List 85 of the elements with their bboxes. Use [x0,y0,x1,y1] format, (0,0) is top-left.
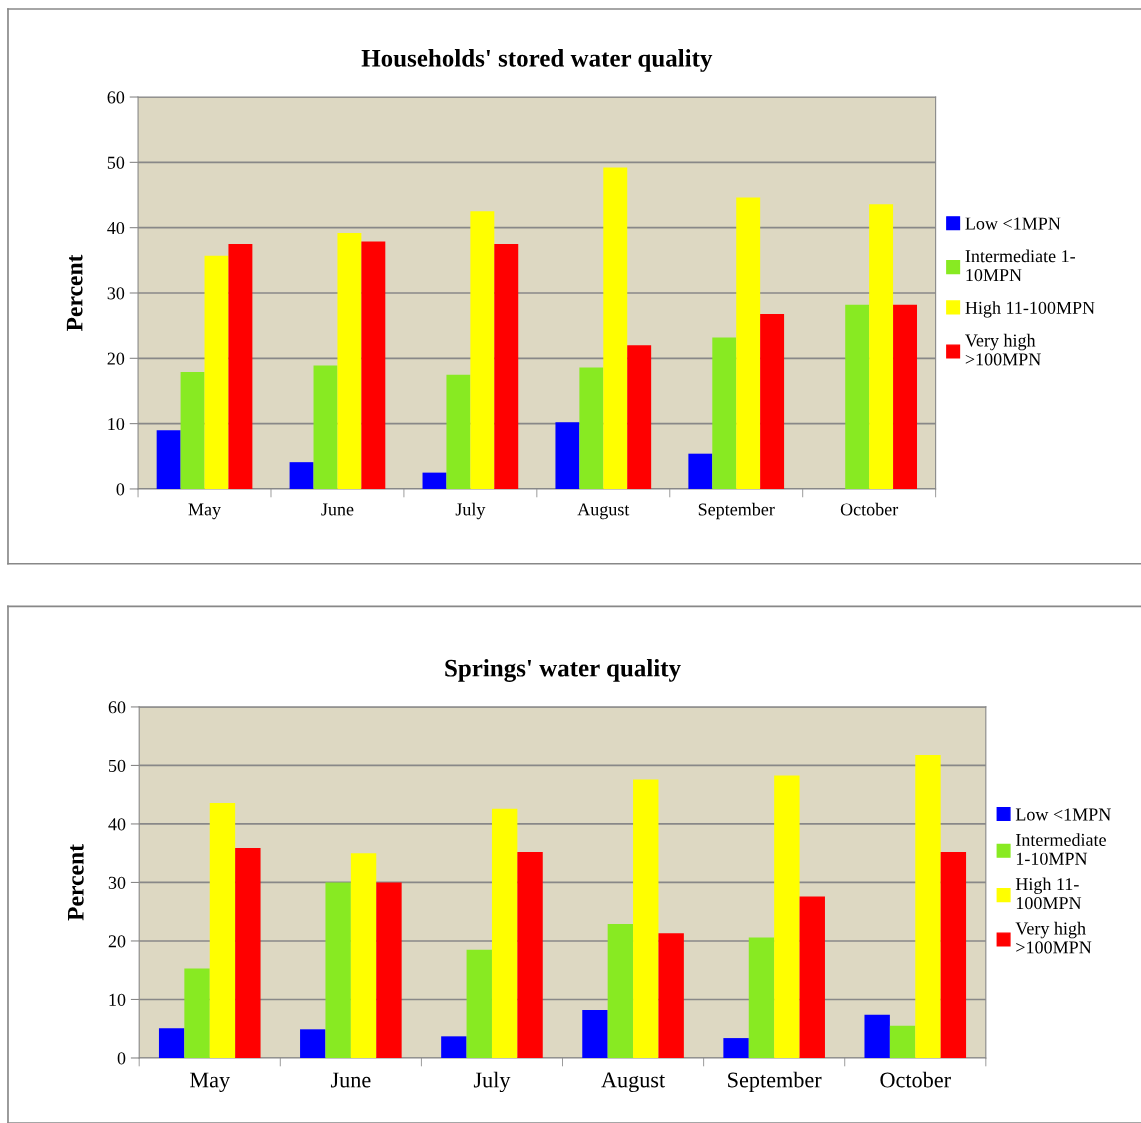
bar [712,337,737,489]
x-tick-label: September [698,502,775,520]
bar [517,852,543,1058]
x-tick-label: June [321,503,354,516]
bar [441,1036,467,1058]
bar [180,372,205,489]
bar [446,374,471,489]
bar [313,365,338,489]
y-tick-label: 50 [107,156,125,169]
bar [869,204,894,489]
x-tick-label: July [473,1071,511,1093]
bar [736,197,761,489]
y-tick-label: 0 [117,1052,126,1065]
x-tick-label: August [577,503,630,520]
bar [889,1025,916,1058]
x-tick-label: June [330,1072,371,1088]
y-tick-label: 50 [109,759,126,772]
bar [607,923,634,1058]
x-tick-label: May [188,503,221,520]
x-tick-label: July [455,502,486,520]
legend-label: High 11- 100MPN [1015,877,1082,910]
y-tick-label: 40 [108,818,126,831]
bar [688,453,713,489]
legend-label: Intermediate 1-10MPN [1015,833,1106,865]
y-axis-title: Percent [66,254,83,332]
y-tick-label: 10 [109,993,126,1006]
bar [633,779,659,1058]
bar [156,430,181,489]
bar [204,255,229,489]
bar [555,422,580,489]
y-tick-label: 30 [107,287,125,300]
x-tick-label: May [190,1072,231,1093]
bar [579,367,604,489]
bar [209,802,236,1058]
y-tick-label: 60 [108,701,126,714]
bar [300,1029,326,1058]
bar [799,896,825,1058]
bar [748,937,775,1058]
bar [228,244,253,489]
bar [289,462,314,489]
bar [845,304,870,489]
legend-label: High 11-100MPN [965,301,1095,318]
bar [603,167,628,489]
y-tick-label: 10 [108,417,125,431]
y-tick-label: 30 [108,876,126,889]
y-tick-label: 20 [108,935,126,948]
bar [491,808,518,1058]
bar [658,933,684,1058]
y-tick-label: 60 [107,91,125,104]
x-tick-label: September [728,1071,822,1093]
chart-title: Springs' water quality [445,659,681,682]
bar [158,1028,185,1058]
bar [915,754,941,1058]
y-tick-label: 40 [107,221,125,235]
bar [235,847,261,1058]
y-tick-label: 0 [116,483,125,496]
bar [325,882,351,1058]
bar [337,232,362,489]
x-tick-label: October [840,502,899,516]
bar [184,968,210,1058]
x-tick-label: August [601,1072,666,1093]
legend-label: Low <1MPN [965,217,1061,230]
bar [760,313,785,489]
bar [893,304,918,489]
legend-label: Very high >100MPN [1015,921,1092,954]
chart-title: Households' stored water quality [361,49,713,72]
bar [940,852,967,1058]
legend-label: Very high >100MPN [965,333,1041,366]
legend-label: Low <1MPN [1015,808,1111,821]
bar [723,1038,749,1058]
bar [361,241,386,489]
bar [582,1010,608,1058]
bar [774,775,800,1058]
bar [864,1014,890,1058]
bar [466,949,492,1058]
bar [494,244,519,489]
x-tick-label: October [880,1071,951,1088]
bar [627,345,652,489]
bar [470,211,495,489]
bar [376,882,402,1058]
legend-label: Intermediate 1- 10MPN [965,249,1076,282]
y-tick-label: 20 [107,352,125,365]
bar [350,853,377,1058]
bar [422,472,447,489]
y-axis-title: Percent [68,844,84,921]
